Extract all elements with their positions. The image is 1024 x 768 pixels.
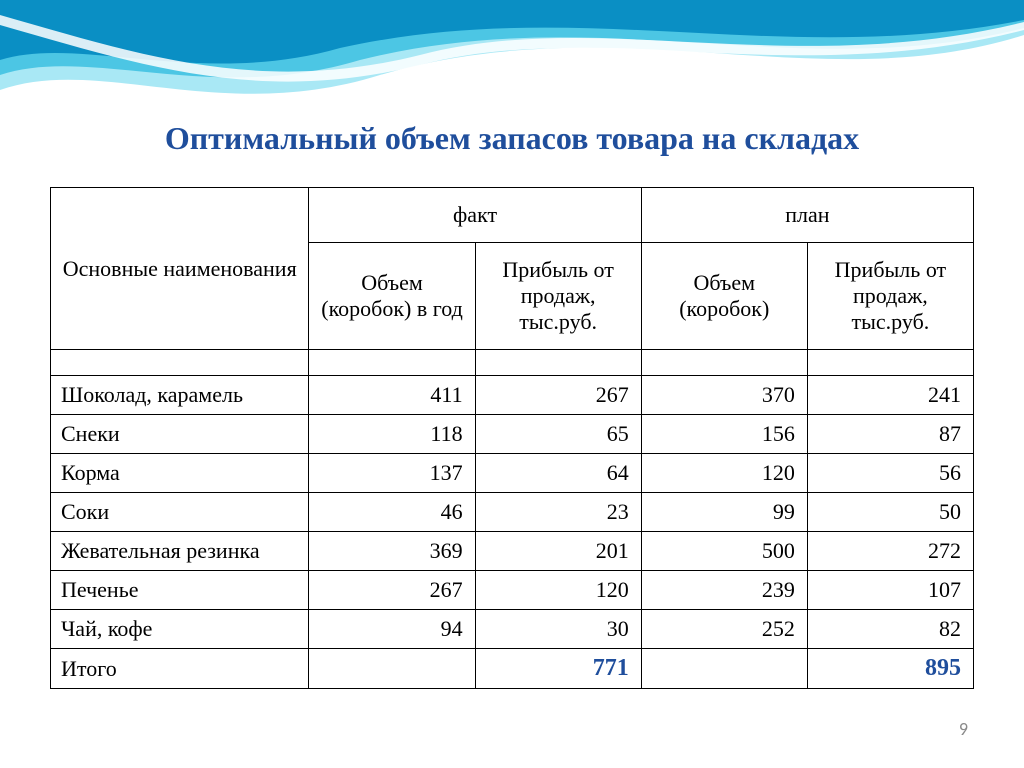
- row-plan-volume: 370: [641, 376, 807, 415]
- header-fact-volume: Объем (коробок) в год: [309, 243, 475, 350]
- row-plan-volume: 239: [641, 571, 807, 610]
- header-group-plan: план: [641, 188, 973, 243]
- row-name: Жевательная резинка: [51, 532, 309, 571]
- row-fact-profit: 120: [475, 571, 641, 610]
- header-plan-volume: Объем (коробок): [641, 243, 807, 350]
- inventory-table: Основные наименования факт план Объем (к…: [50, 187, 974, 689]
- table-row: Шоколад, карамель 411 267 370 241: [51, 376, 974, 415]
- row-plan-profit: 56: [807, 454, 973, 493]
- total-fact-volume: [309, 649, 475, 689]
- total-plan-volume: [641, 649, 807, 689]
- spacer-row: [51, 350, 974, 376]
- table-row: Корма 137 64 120 56: [51, 454, 974, 493]
- slide-container: Оптимальный объем запасов товара на скла…: [0, 0, 1024, 768]
- row-fact-profit: 267: [475, 376, 641, 415]
- row-fact-profit: 201: [475, 532, 641, 571]
- row-name: Корма: [51, 454, 309, 493]
- row-plan-volume: 99: [641, 493, 807, 532]
- header-row-label: Основные наименования: [51, 188, 309, 350]
- total-label: Итого: [51, 649, 309, 689]
- row-fact-volume: 137: [309, 454, 475, 493]
- header-group-fact: факт: [309, 188, 641, 243]
- row-fact-profit: 65: [475, 415, 641, 454]
- row-plan-profit: 87: [807, 415, 973, 454]
- total-row: Итого 771 895: [51, 649, 974, 689]
- row-plan-profit: 107: [807, 571, 973, 610]
- row-name: Чай, кофе: [51, 610, 309, 649]
- row-plan-profit: 272: [807, 532, 973, 571]
- row-name: Снеки: [51, 415, 309, 454]
- row-fact-profit: 64: [475, 454, 641, 493]
- row-fact-volume: 46: [309, 493, 475, 532]
- row-fact-profit: 30: [475, 610, 641, 649]
- row-plan-profit: 82: [807, 610, 973, 649]
- row-fact-volume: 411: [309, 376, 475, 415]
- row-plan-profit: 241: [807, 376, 973, 415]
- table-row: Соки 46 23 99 50: [51, 493, 974, 532]
- row-plan-volume: 500: [641, 532, 807, 571]
- row-plan-volume: 252: [641, 610, 807, 649]
- row-name: Соки: [51, 493, 309, 532]
- total-fact-profit: 771: [593, 655, 629, 681]
- row-fact-volume: 118: [309, 415, 475, 454]
- row-fact-volume: 267: [309, 571, 475, 610]
- table-row: Снеки 118 65 156 87: [51, 415, 974, 454]
- header-plan-profit: Прибыль от продаж, тыс.руб.: [807, 243, 973, 350]
- row-plan-profit: 50: [807, 493, 973, 532]
- row-plan-volume: 120: [641, 454, 807, 493]
- header-fact-profit: Прибыль от продаж, тыс.руб.: [475, 243, 641, 350]
- table-row: Жевательная резинка 369 201 500 272: [51, 532, 974, 571]
- page-number: 9: [959, 718, 968, 740]
- total-plan-profit: 895: [925, 655, 961, 681]
- table-row: Чай, кофе 94 30 252 82: [51, 610, 974, 649]
- row-name: Шоколад, карамель: [51, 376, 309, 415]
- row-name: Печенье: [51, 571, 309, 610]
- table-row: Печенье 267 120 239 107: [51, 571, 974, 610]
- row-fact-profit: 23: [475, 493, 641, 532]
- row-fact-volume: 94: [309, 610, 475, 649]
- row-fact-volume: 369: [309, 532, 475, 571]
- slide-title: Оптимальный объем запасов товара на скла…: [50, 120, 974, 157]
- row-plan-volume: 156: [641, 415, 807, 454]
